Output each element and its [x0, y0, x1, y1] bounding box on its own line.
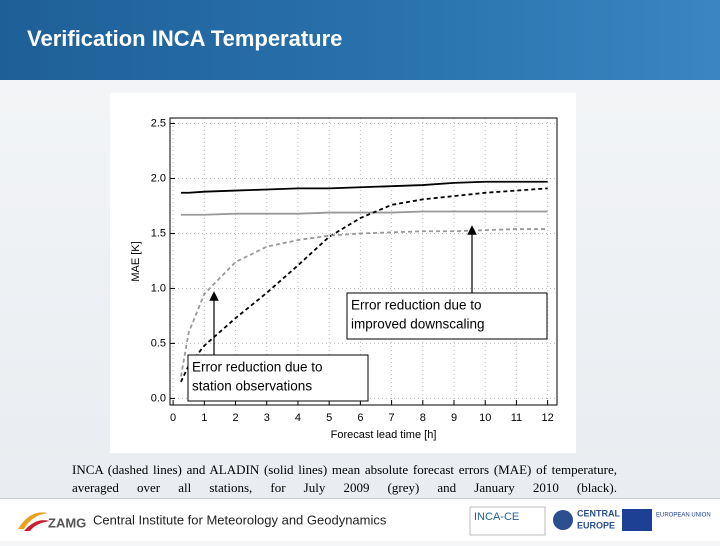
chart: 0 1 2 3 4 5 6 7 8 9 10 11 120.00.51.01.52.02.5Foreca…	[130, 117, 558, 441]
x-tick-label: 5	[326, 412, 332, 424]
chart-box: 0 1 2 3 4 5 6 7 8 9 10 11 12 0.0 0.5 1.0 1.5 2.0 2.5 Foreca…	[110, 93, 576, 453]
y-tick-label: 0.5	[151, 337, 166, 349]
x-tick-label: 2	[232, 412, 238, 424]
annotation-text: Error reduction due to	[351, 298, 482, 313]
programme-logo: EUROPE	[577, 520, 615, 530]
x-tick-label: 12	[542, 412, 554, 424]
institute: Central Institute for Meteorology and Ge…	[93, 512, 387, 527]
series-line	[180, 228, 548, 377]
y-tick-label: 2.5	[151, 117, 166, 129]
eu-logo: EUROPEAN UNION	[656, 513, 711, 519]
x-tick-label: 8	[420, 412, 426, 424]
series-line	[180, 210, 548, 216]
series-line	[180, 187, 548, 383]
x-tick-label: 1	[201, 412, 207, 424]
x-tick-label: 11	[511, 412, 522, 424]
footer-logos: ZAMG Central Institute for Meteorology a…	[18, 506, 711, 536]
logo-box	[469, 506, 546, 536]
x-tick-label: 7	[389, 412, 395, 424]
logo-swoosh	[24, 520, 50, 531]
logo-text: ZAMG	[48, 515, 86, 530]
y-tick-label: 2.0	[151, 172, 166, 184]
x-tick-label: 9	[451, 412, 457, 424]
x-tick-label: 4	[295, 412, 301, 424]
x-tick-label: 3	[264, 412, 270, 424]
series-line	[180, 180, 548, 194]
x-tick-label: 6	[357, 412, 363, 424]
caption: INCA (dashed lines) and ALADIN (solid li…	[72, 462, 617, 495]
annotation-box	[187, 354, 369, 402]
annotation-box	[346, 292, 548, 340]
slide-title: Verification INCA Temperature	[27, 26, 343, 51]
x-tick-label: 0	[170, 412, 176, 424]
logo-circle	[553, 510, 573, 530]
annotation-text: station observations	[192, 379, 312, 394]
programme-logo: CENTRAL	[577, 508, 620, 518]
y-tick-label: 0.0	[151, 392, 166, 404]
annotation-text: improved downscaling	[351, 317, 485, 332]
y-tick-label: 1.0	[151, 282, 166, 294]
project-logo: INCA-CE	[474, 511, 519, 523]
logo-swoosh	[18, 512, 48, 529]
x-tick-label: 10	[479, 412, 491, 424]
footer: ZAMG Central Institute for Meteorology a…	[0, 498, 720, 541]
y-axis-label: MAE [K]	[130, 241, 142, 281]
annotation-text: Error reduction due to	[192, 360, 323, 375]
eu-flag	[622, 509, 652, 531]
header: Verification INCA Temperature	[0, 0, 720, 80]
y-tick-label: 1.5	[151, 227, 166, 239]
plot-frame	[169, 117, 558, 406]
x-axis-label: Forecast lead time [h]	[331, 429, 437, 441]
